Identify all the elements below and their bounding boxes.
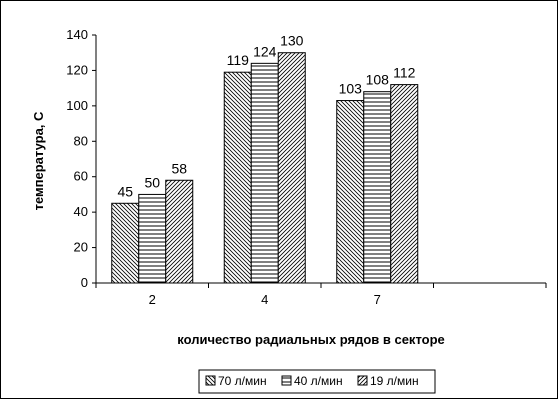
legend-swatch — [205, 375, 216, 386]
legend-swatch — [281, 375, 292, 386]
data-label: 112 — [393, 65, 416, 81]
x-axis-title: количество радиальных рядов в секторе — [177, 332, 445, 347]
y-tick-label: 140 — [66, 27, 88, 42]
bar — [138, 193, 167, 284]
y-axis: 0 20 40 60 80 100 120 140 — [66, 27, 97, 290]
bar — [336, 100, 365, 284]
legend: 70 л/мин 40 л/мин 19 л/мин — [198, 369, 436, 394]
y-axis-title: температура, С — [31, 111, 46, 210]
bar — [111, 202, 140, 284]
x-tick-label: 7 — [374, 292, 381, 307]
data-label: 108 — [366, 72, 390, 88]
bar — [165, 179, 194, 284]
bar — [363, 91, 392, 284]
legend-swatch — [357, 375, 368, 386]
data-label: 50 — [144, 174, 160, 190]
bar — [277, 52, 306, 284]
legend-label: 19 л/мин — [370, 374, 419, 388]
legend-box — [198, 369, 436, 394]
data-label: 124 — [253, 43, 277, 59]
data-labels: 45 119 103 50 124 108 58 130 112 — [117, 33, 415, 200]
bar — [390, 84, 419, 284]
y-tick-label: 100 — [66, 98, 88, 113]
y-tick-label: 40 — [74, 204, 88, 219]
data-label: 130 — [280, 33, 304, 49]
legend-label: 40 л/мин — [294, 374, 343, 388]
y-tick-label: 120 — [66, 62, 88, 77]
bar — [223, 71, 252, 284]
legend-label: 70 л/мин — [218, 374, 267, 388]
data-label: 119 — [227, 52, 250, 68]
y-tick-label: 0 — [81, 275, 88, 290]
data-label: 45 — [117, 183, 133, 199]
bars — [111, 52, 419, 284]
y-tick-label: 20 — [74, 240, 88, 255]
data-label: 58 — [171, 160, 187, 176]
data-label: 103 — [339, 81, 363, 97]
y-tick-label: 80 — [74, 133, 88, 148]
x-tick-label: 4 — [261, 292, 268, 307]
x-tick-label: 2 — [149, 292, 156, 307]
y-tick-label: 60 — [74, 169, 88, 184]
bar — [250, 62, 279, 284]
